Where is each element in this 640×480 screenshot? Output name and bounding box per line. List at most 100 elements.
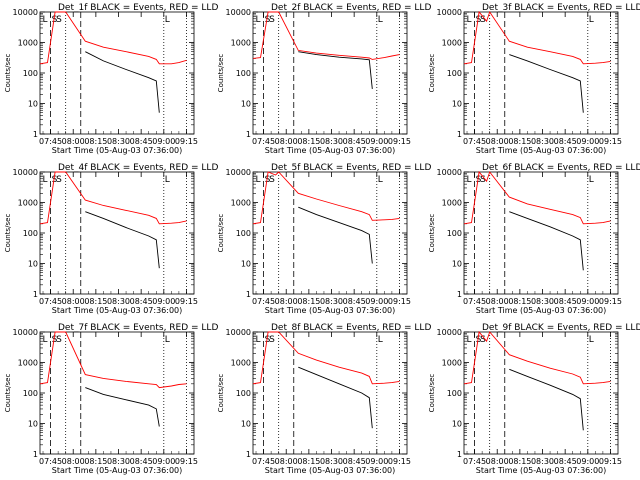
x-tick-label: 08:45	[343, 137, 366, 146]
y-tick-label: 100	[23, 389, 38, 398]
y-tick-label: 100	[447, 69, 462, 78]
y-tick-label: 10	[241, 420, 251, 429]
x-tick-label: 09:15	[599, 457, 622, 466]
x-tick-label: 08:15	[297, 457, 320, 466]
y-tick-label: 10	[28, 100, 38, 109]
marker-label: S	[265, 335, 271, 345]
x-tick-label: 07:45	[252, 297, 275, 306]
marker-label: L	[467, 15, 472, 25]
y-axis-label: Counts/sec	[428, 54, 436, 93]
y-tick-label: 1	[457, 290, 462, 299]
x-tick-label: 08:30	[320, 297, 343, 306]
y-tick-label: 10	[28, 420, 38, 429]
y-tick-label: 10000	[226, 168, 251, 177]
x-tick-label: 09:00	[576, 457, 599, 466]
marker-label: L	[165, 335, 170, 345]
marker-label: L	[43, 335, 48, 345]
y-tick-label: 10000	[13, 168, 38, 177]
y-tick-label: 1	[33, 450, 38, 459]
x-tick-label: 09:00	[576, 137, 599, 146]
x-tick-label: 08:30	[531, 297, 554, 306]
lld-series-line	[39, 331, 187, 389]
y-tick-label: 100	[23, 69, 38, 78]
x-tick-label: 08:00	[486, 297, 509, 306]
detector-panel-4: Det_4f BLACK = Events, RED = LLD 1 10 100 10…	[4, 163, 218, 315]
x-tick-label: 08:45	[130, 457, 153, 466]
x-tick-label: 09:00	[365, 297, 388, 306]
marker-label: S	[480, 335, 486, 345]
marker-label: S	[269, 335, 275, 345]
plot-frame	[463, 331, 619, 455]
x-tick-label: 09:15	[599, 297, 622, 306]
y-tick-label: 100	[236, 389, 251, 398]
x-tick-label: 08:15	[84, 137, 107, 146]
y-axis-label: Counts/sec	[217, 374, 225, 413]
events-series-line	[298, 206, 373, 264]
marker-label: S	[52, 175, 58, 185]
marker-label: S	[52, 15, 58, 25]
x-tick-label: 08:30	[531, 457, 554, 466]
marker-label: S	[265, 15, 271, 25]
x-tick-label: 08:45	[554, 137, 577, 146]
x-tick-label: 08:30	[320, 457, 343, 466]
y-tick-label: 1000	[442, 199, 462, 208]
y-axis-label: Counts/sec	[4, 54, 12, 93]
marker-label: S	[265, 175, 271, 185]
x-tick-label: 07:45	[463, 137, 486, 146]
panel-title: Det_9f BLACK = Events, RED = LLD	[482, 323, 640, 333]
x-axis-label: Start Time (05-Aug-03 07:36:00)	[265, 306, 396, 315]
x-tick-label: 07:45	[252, 137, 275, 146]
x-tick-label: 08:15	[84, 297, 107, 306]
marker-label: L	[378, 175, 383, 185]
x-tick-label: 08:45	[343, 457, 366, 466]
plot-frame	[39, 171, 195, 295]
x-tick-label: 08:00	[62, 457, 85, 466]
y-tick-label: 1	[246, 290, 251, 299]
x-tick-label: 08:45	[130, 137, 153, 146]
detector-panel-5: Det_5f BLACK = Events, RED = LLD 1 10 100 10…	[217, 163, 431, 315]
detector-panel-6: Det_6f BLACK = Events, RED = LLD 1 10 100 10…	[428, 163, 640, 315]
events-series-line	[85, 387, 160, 427]
plot-frame	[252, 171, 408, 295]
plot-frame	[39, 11, 195, 135]
y-tick-label: 1000	[18, 359, 38, 368]
panel-title: Det_4f BLACK = Events, RED = LLD	[58, 163, 218, 173]
x-tick-label: 09:15	[388, 457, 411, 466]
y-tick-label: 1000	[442, 359, 462, 368]
y-tick-label: 1000	[231, 359, 251, 368]
x-tick-label: 07:45	[463, 457, 486, 466]
marker-label: S	[56, 335, 62, 345]
detector-panel-1: Det_1f BLACK = Events, RED = LLD 1 10 100 10…	[4, 3, 218, 155]
x-tick-label: 08:00	[275, 297, 298, 306]
marker-label: L	[256, 175, 261, 185]
x-tick-label: 08:00	[62, 297, 85, 306]
y-tick-label: 100	[236, 69, 251, 78]
plot-frame	[252, 331, 408, 455]
y-tick-label: 1	[33, 290, 38, 299]
plot-frame	[252, 11, 408, 135]
panel-title: Det_8f BLACK = Events, RED = LLD	[271, 323, 431, 333]
x-tick-label: 09:00	[365, 457, 388, 466]
x-tick-label: 08:15	[508, 137, 531, 146]
x-tick-label: 07:45	[39, 137, 62, 146]
x-axis-label: Start Time (05-Aug-03 07:36:00)	[476, 146, 607, 155]
y-axis-label: Counts/sec	[217, 214, 225, 253]
y-tick-label: 10	[452, 260, 462, 269]
x-tick-label: 07:45	[252, 457, 275, 466]
x-tick-label: 08:15	[508, 457, 531, 466]
x-tick-label: 09:15	[388, 297, 411, 306]
marker-label: L	[165, 15, 170, 25]
panel-title: Det_1f BLACK = Events, RED = LLD	[58, 3, 218, 13]
detector-panel-2: Det_2f BLACK = Events, RED = LLD 1 10 100 10…	[217, 3, 431, 155]
lld-series-line	[463, 10, 611, 65]
x-axis-label: Start Time (05-Aug-03 07:36:00)	[52, 306, 183, 315]
marker-label: S	[269, 15, 275, 25]
y-tick-label: 10	[241, 260, 251, 269]
x-tick-label: 07:45	[463, 297, 486, 306]
marker-label: L	[467, 335, 472, 345]
y-tick-label: 10	[452, 420, 462, 429]
lld-series-line	[39, 171, 187, 225]
x-tick-label: 09:15	[388, 137, 411, 146]
panel-title: Det_7f BLACK = Events, RED = LLD	[58, 323, 218, 333]
y-tick-label: 10	[452, 100, 462, 109]
